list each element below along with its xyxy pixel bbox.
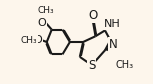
Text: CH₃: CH₃ [115, 60, 133, 70]
Text: O: O [37, 18, 46, 28]
Text: O: O [34, 35, 42, 45]
Text: CH₃: CH₃ [20, 36, 37, 45]
Text: NH: NH [104, 19, 121, 29]
Text: O: O [88, 9, 97, 22]
Text: N: N [109, 38, 118, 51]
Text: S: S [88, 59, 95, 72]
Text: CH₃: CH₃ [38, 6, 54, 15]
